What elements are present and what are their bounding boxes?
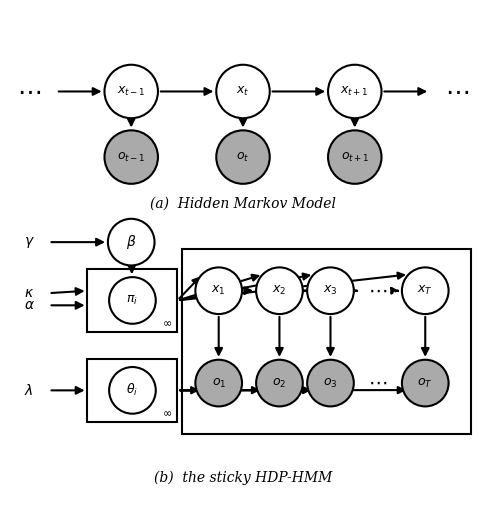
Circle shape	[328, 130, 382, 184]
Circle shape	[256, 267, 303, 314]
Text: $o_3$: $o_3$	[323, 376, 338, 390]
Text: $x_1$: $x_1$	[211, 284, 226, 297]
Text: $\pi_i$: $\pi_i$	[126, 294, 139, 307]
Text: $o_t$: $o_t$	[236, 150, 250, 164]
Text: $o_{t-1}$: $o_{t-1}$	[117, 150, 145, 164]
Text: $x_3$: $x_3$	[323, 284, 338, 297]
Text: $\cdots$: $\cdots$	[17, 80, 41, 103]
Text: $x_t$: $x_t$	[236, 85, 250, 98]
Text: $x_2$: $x_2$	[272, 284, 287, 297]
Circle shape	[195, 360, 242, 407]
Circle shape	[256, 360, 303, 407]
Text: $\cdots$: $\cdots$	[368, 282, 387, 300]
Text: $\infty$: $\infty$	[162, 318, 173, 328]
Text: $\kappa$: $\kappa$	[24, 286, 34, 300]
Circle shape	[402, 267, 449, 314]
Circle shape	[104, 130, 158, 184]
Circle shape	[195, 267, 242, 314]
Circle shape	[109, 367, 156, 414]
Text: $\beta$: $\beta$	[126, 233, 137, 251]
Text: $o_T$: $o_T$	[417, 376, 433, 390]
Circle shape	[104, 65, 158, 118]
Text: (a)  Hidden Markov Model: (a) Hidden Markov Model	[150, 196, 336, 210]
Circle shape	[216, 65, 270, 118]
Circle shape	[328, 65, 382, 118]
Text: $\lambda$: $\lambda$	[24, 383, 34, 398]
Circle shape	[402, 360, 449, 407]
Circle shape	[108, 219, 155, 266]
Text: $o_1$: $o_1$	[211, 376, 226, 390]
Circle shape	[109, 277, 156, 324]
Text: $\cdots$: $\cdots$	[368, 374, 387, 392]
Text: $\alpha$: $\alpha$	[24, 298, 35, 312]
Text: $o_{t+1}$: $o_{t+1}$	[341, 150, 369, 164]
Text: $o_2$: $o_2$	[272, 376, 287, 390]
Circle shape	[216, 130, 270, 184]
Text: $\theta_i$: $\theta_i$	[126, 382, 139, 399]
Text: $\gamma$: $\gamma$	[24, 234, 35, 250]
Circle shape	[307, 267, 354, 314]
Text: $x_{t+1}$: $x_{t+1}$	[341, 85, 369, 98]
Text: (b)  the sticky HDP-HMM: (b) the sticky HDP-HMM	[154, 470, 332, 485]
Text: $\infty$: $\infty$	[162, 408, 173, 418]
Text: $x_T$: $x_T$	[417, 284, 433, 297]
Text: $\cdots$: $\cdots$	[445, 80, 469, 103]
Circle shape	[307, 360, 354, 407]
Text: $x_{t-1}$: $x_{t-1}$	[117, 85, 145, 98]
